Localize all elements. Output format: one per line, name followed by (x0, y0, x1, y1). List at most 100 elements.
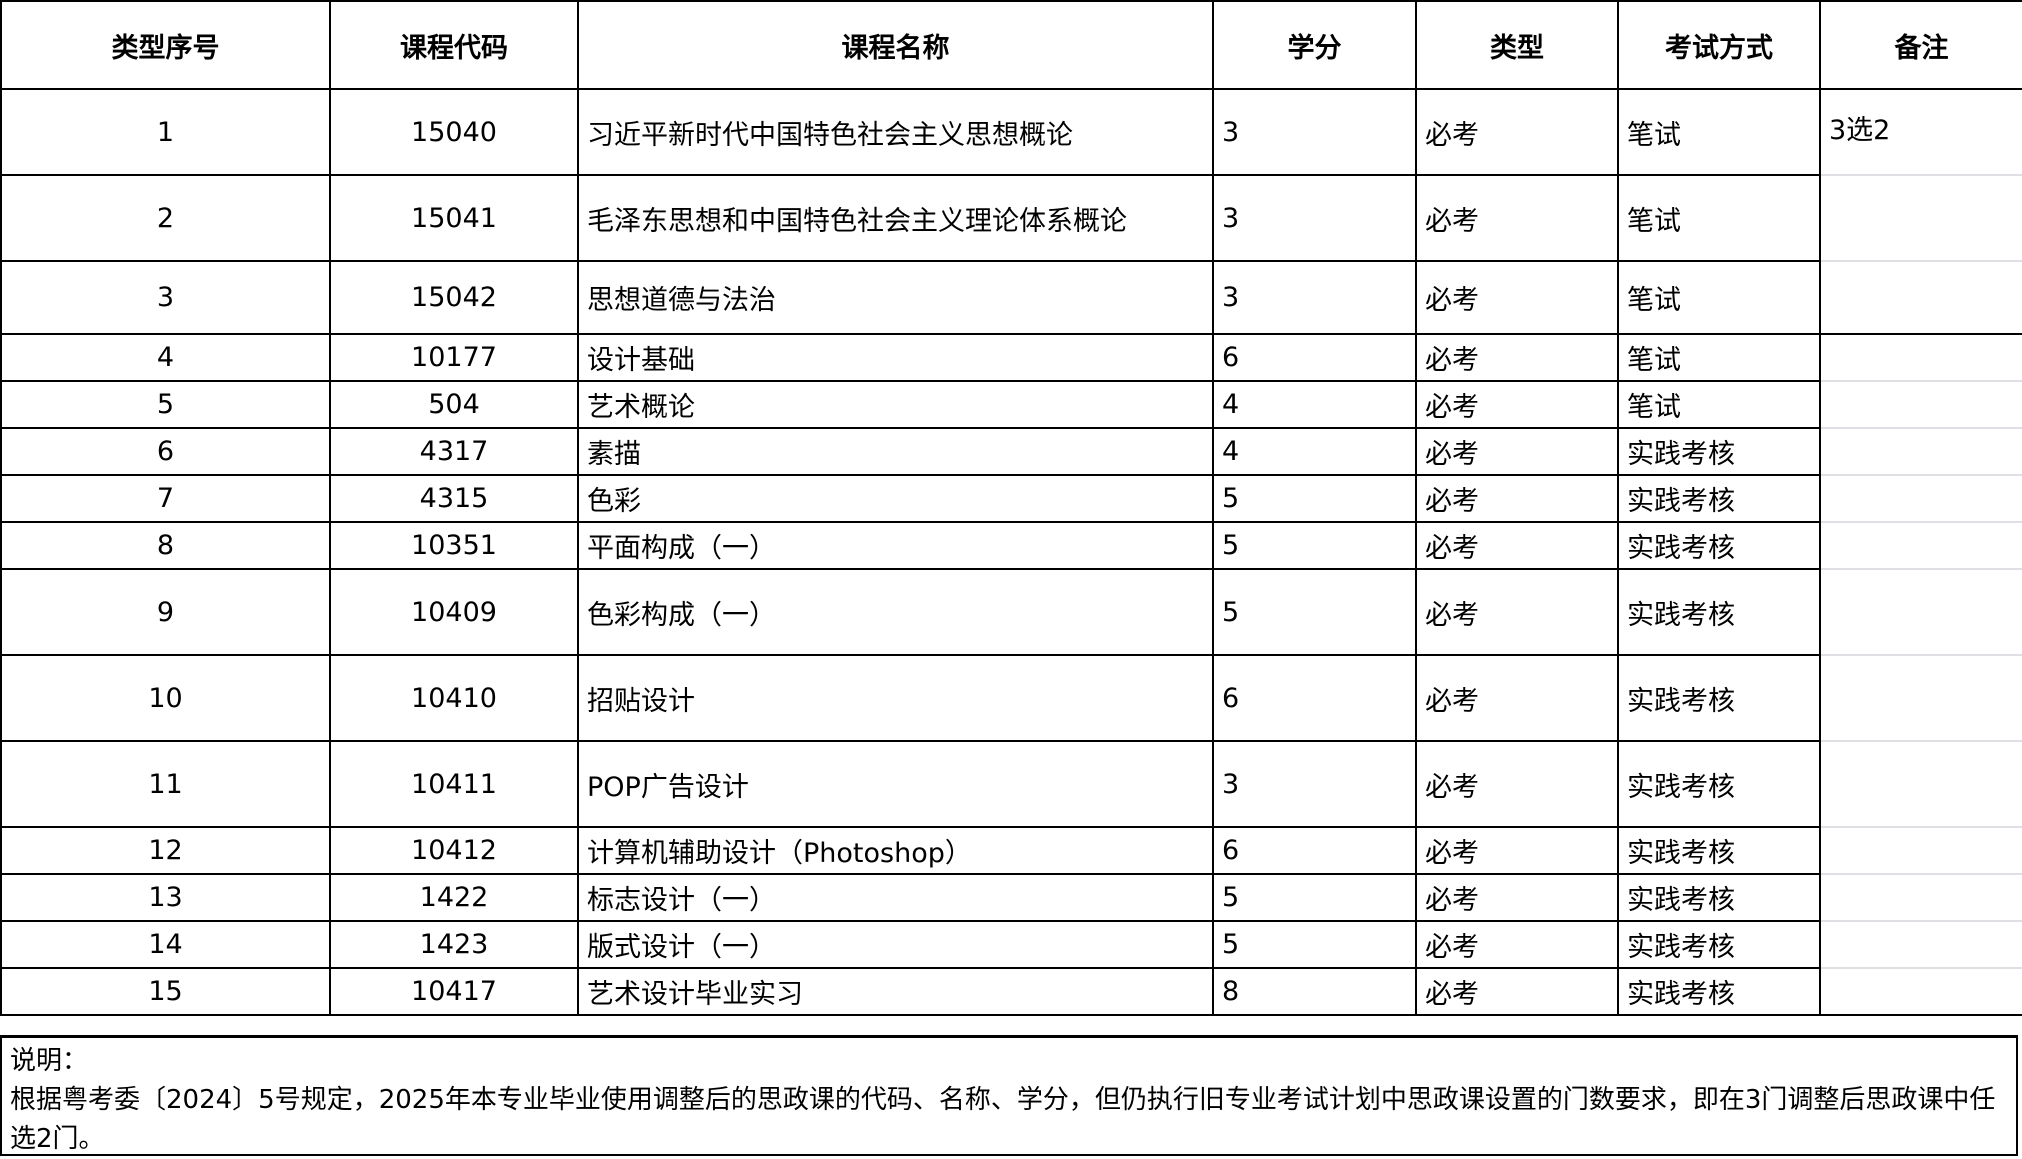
cell-exam: 实践考核 (1617, 967, 1821, 1016)
table-header-row: 类型序号 课程代码 课程名称 学分 类型 考试方式 备注 (0, 0, 2022, 90)
table-row: 7 4315 色彩 5 必考 实践考核 (0, 474, 2022, 523)
cell-note (1819, 920, 2022, 969)
cell-credit: 3 (1212, 88, 1417, 176)
table-row: 10 10410 招贴设计 6 必考 实践考核 (0, 654, 2022, 742)
cell-no: 4 (0, 333, 331, 382)
cell-exam: 实践考核 (1617, 740, 1821, 828)
cell-type: 必考 (1415, 873, 1619, 922)
table-row: 13 1422 标志设计（一） 5 必考 实践考核 (0, 873, 2022, 922)
course-table: 类型序号 课程代码 课程名称 学分 类型 考试方式 备注 1 15040 习近平新时… (0, 0, 2022, 1016)
cell-no: 12 (0, 826, 331, 875)
cell-no: 5 (0, 380, 331, 429)
cell-note (1819, 967, 2022, 1016)
cell-type: 必考 (1415, 380, 1619, 429)
cell-name: 计算机辅助设计（Photoshop） (577, 826, 1214, 875)
cell-note (1819, 826, 2022, 875)
cell-exam: 实践考核 (1617, 521, 1821, 570)
cell-code: 4317 (329, 427, 579, 476)
cell-credit: 6 (1212, 333, 1417, 382)
cell-code: 1423 (329, 920, 579, 969)
cell-credit: 5 (1212, 568, 1417, 656)
cell-code: 4315 (329, 474, 579, 523)
cell-type: 必考 (1415, 521, 1619, 570)
cell-exam: 实践考核 (1617, 873, 1821, 922)
cell-exam: 实践考核 (1617, 826, 1821, 875)
cell-name: 艺术概论 (577, 380, 1214, 429)
cell-credit: 5 (1212, 474, 1417, 523)
cell-type: 必考 (1415, 474, 1619, 523)
cell-exam: 笔试 (1617, 260, 1821, 335)
cell-name: 素描 (577, 427, 1214, 476)
cell-name: 毛泽东思想和中国特色社会主义理论体系概论 (577, 174, 1214, 262)
cell-code: 10177 (329, 333, 579, 382)
cell-credit: 3 (1212, 260, 1417, 335)
cell-no: 9 (0, 568, 331, 656)
cell-no: 15 (0, 967, 331, 1016)
cell-note (1819, 174, 2022, 262)
table-row: 3 15042 思想道德与法治 3 必考 笔试 (0, 260, 2022, 335)
table-row: 11 10411 POP广告设计 3 必考 实践考核 (0, 740, 2022, 828)
header-note: 备注 (1819, 0, 2022, 90)
cell-type: 必考 (1415, 88, 1619, 176)
cell-exam: 笔试 (1617, 174, 1821, 262)
table-row: 4 10177 设计基础 6 必考 笔试 (0, 333, 2022, 382)
cell-credit: 8 (1212, 967, 1417, 1016)
cell-note (1819, 260, 2022, 335)
cell-code: 15041 (329, 174, 579, 262)
cell-credit: 5 (1212, 920, 1417, 969)
cell-code: 15040 (329, 88, 579, 176)
cell-credit: 3 (1212, 174, 1417, 262)
cell-exam: 实践考核 (1617, 427, 1821, 476)
cell-type: 必考 (1415, 333, 1619, 382)
cell-exam: 实践考核 (1617, 920, 1821, 969)
cell-exam: 实践考核 (1617, 568, 1821, 656)
footnote-title: 说明： (10, 1046, 89, 1076)
table-row: 14 1423 版式设计（一） 5 必考 实践考核 (0, 920, 2022, 969)
cell-exam: 实践考核 (1617, 474, 1821, 523)
cell-code: 504 (329, 380, 579, 429)
cell-name: 招贴设计 (577, 654, 1214, 742)
cell-name: 设计基础 (577, 333, 1214, 382)
cell-no: 1 (0, 88, 331, 176)
cell-code: 10411 (329, 740, 579, 828)
cell-name: 平面构成（一） (577, 521, 1214, 570)
table-row: 5 504 艺术概论 4 必考 笔试 (0, 380, 2022, 429)
cell-code: 10417 (329, 967, 579, 1016)
cell-no: 3 (0, 260, 331, 335)
cell-credit: 5 (1212, 873, 1417, 922)
cell-code: 10410 (329, 654, 579, 742)
cell-note (1819, 873, 2022, 922)
cell-type: 必考 (1415, 920, 1619, 969)
cell-type: 必考 (1415, 568, 1619, 656)
cell-type: 必考 (1415, 740, 1619, 828)
cell-no: 13 (0, 873, 331, 922)
cell-credit: 4 (1212, 380, 1417, 429)
cell-no: 2 (0, 174, 331, 262)
cell-name: 艺术设计毕业实习 (577, 967, 1214, 1016)
cell-type: 必考 (1415, 260, 1619, 335)
cell-note (1819, 427, 2022, 476)
cell-no: 7 (0, 474, 331, 523)
cell-note (1819, 740, 2022, 828)
cell-name: 版式设计（一） (577, 920, 1214, 969)
table-row: 8 10351 平面构成（一） 5 必考 实践考核 (0, 521, 2022, 570)
cell-note (1819, 568, 2022, 656)
cell-name: 标志设计（一） (577, 873, 1214, 922)
cell-exam: 实践考核 (1617, 654, 1821, 742)
table-row: 12 10412 计算机辅助设计（Photoshop） 6 必考 实践考核 (0, 826, 2022, 875)
cell-note (1819, 380, 2022, 429)
cell-name: 色彩 (577, 474, 1214, 523)
cell-name: 思想道德与法治 (577, 260, 1214, 335)
cell-no: 6 (0, 427, 331, 476)
cell-credit: 6 (1212, 654, 1417, 742)
cell-type: 必考 (1415, 654, 1619, 742)
cell-no: 11 (0, 740, 331, 828)
header-exam: 考试方式 (1617, 0, 1821, 90)
cell-note (1819, 333, 2022, 382)
cell-no: 8 (0, 521, 331, 570)
table-row: 6 4317 素描 4 必考 实践考核 (0, 427, 2022, 476)
cell-code: 1422 (329, 873, 579, 922)
cell-exam: 笔试 (1617, 88, 1821, 176)
cell-no: 10 (0, 654, 331, 742)
cell-credit: 5 (1212, 521, 1417, 570)
